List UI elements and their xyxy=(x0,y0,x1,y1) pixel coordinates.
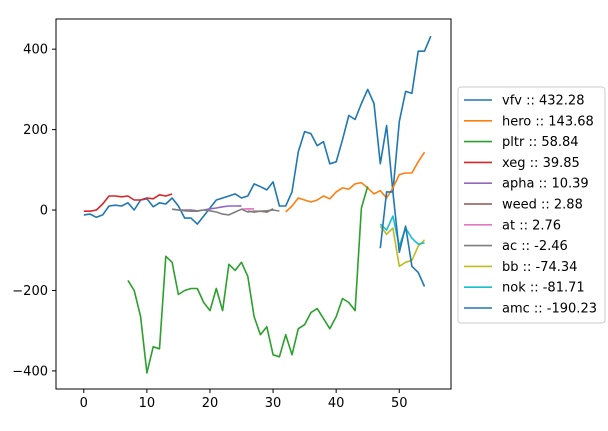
y-tick-label: 0 xyxy=(40,204,48,219)
legend-box xyxy=(457,86,606,324)
legend-label: pltr :: 58.84 xyxy=(502,135,579,150)
y-tick-label: 200 xyxy=(23,123,48,138)
y-tick-label: −400 xyxy=(12,364,48,379)
legend-label: bb :: -74.34 xyxy=(502,260,577,275)
plot-lines xyxy=(83,35,432,374)
x-tick-label: 50 xyxy=(391,396,408,411)
legend-label: amc :: -190.23 xyxy=(502,302,597,317)
series-line-8 xyxy=(379,225,426,268)
x-tick-label: 0 xyxy=(80,396,88,411)
x-tick-label: 30 xyxy=(265,396,282,411)
legend-label: hero :: 143.68 xyxy=(502,114,594,129)
legend-label: vfv :: 432.28 xyxy=(502,94,584,109)
y-axis: −400 −200 0 200 400 xyxy=(12,43,56,379)
legend-label: weed :: 2.88 xyxy=(502,198,583,213)
x-tick-label: 20 xyxy=(202,396,219,411)
series-line-1 xyxy=(285,151,426,213)
series-line-10 xyxy=(379,191,426,287)
y-tick-label: −200 xyxy=(12,284,48,299)
legend-label: at :: 2.76 xyxy=(502,218,561,233)
y-tick-label: 400 xyxy=(23,43,48,58)
series-line-7 xyxy=(171,208,280,216)
x-axis: 0 10 20 30 40 50 xyxy=(80,389,408,411)
x-tick-label: 40 xyxy=(328,396,345,411)
series-line-3 xyxy=(83,193,173,212)
series-line-0 xyxy=(83,35,432,225)
series-line-2 xyxy=(127,186,369,374)
x-tick-label: 10 xyxy=(139,396,156,411)
legend-label: apha :: 10.39 xyxy=(502,177,589,192)
legend-label: nok :: -81.71 xyxy=(502,281,585,296)
legend-label: xeg :: 39.85 xyxy=(502,156,580,171)
plot-frame xyxy=(55,18,452,390)
legend-label: ac :: -2.46 xyxy=(502,239,568,254)
